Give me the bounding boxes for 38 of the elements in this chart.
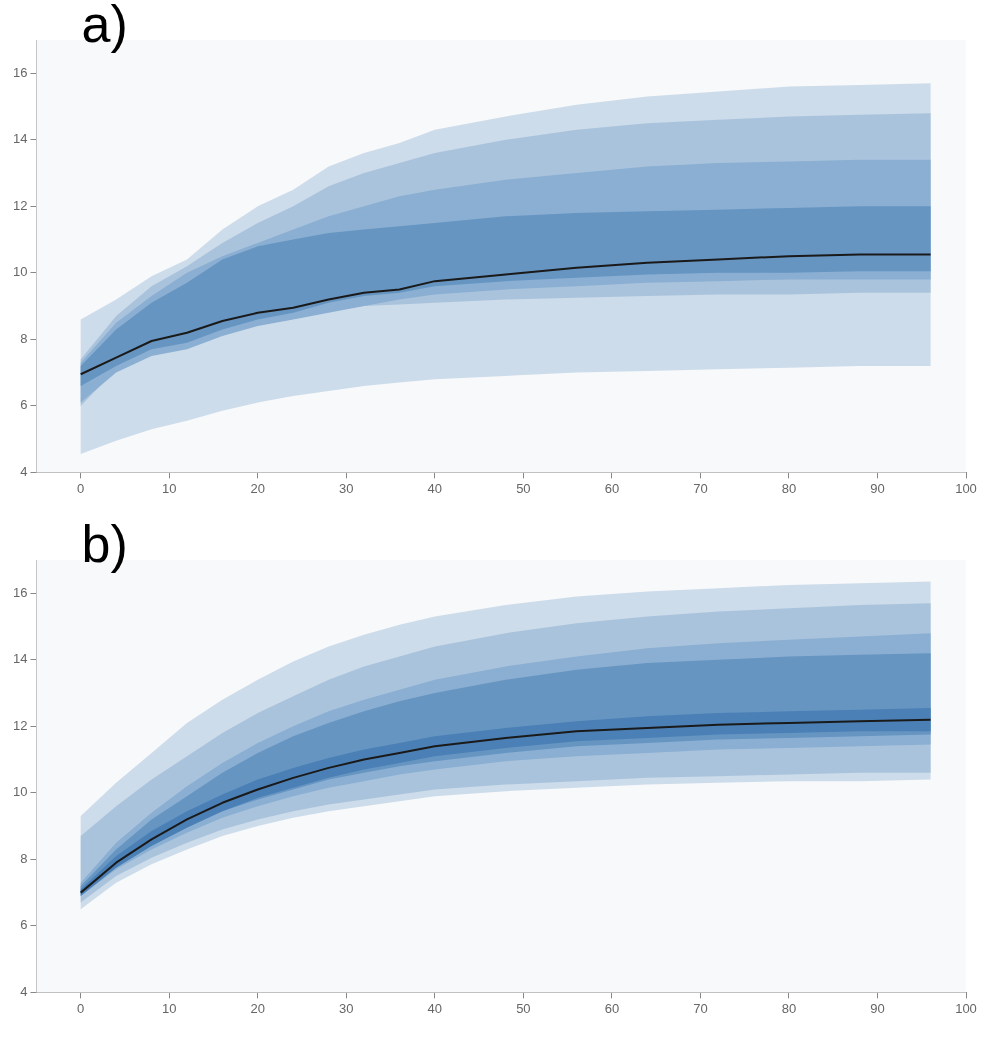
x-tick-label: 50 xyxy=(516,480,531,496)
x-tick-label: 80 xyxy=(781,1000,797,1016)
chart-title: b) xyxy=(81,515,128,574)
x-tick-label: 10 xyxy=(162,1000,177,1016)
y-tick-label: 16 xyxy=(12,64,28,80)
x-tick-label: 0 xyxy=(77,1000,85,1016)
x-tick-label: 60 xyxy=(604,1000,620,1016)
y-tick-label: 8 xyxy=(20,850,28,866)
y-tick-label: 12 xyxy=(12,717,28,733)
y-tick-label: 12 xyxy=(12,197,28,213)
x-tick-label: 80 xyxy=(781,480,797,496)
x-tick-label: 70 xyxy=(693,1000,708,1016)
y-tick-label: 4 xyxy=(20,983,28,999)
x-tick-label: 40 xyxy=(427,480,443,496)
x-tick-label: 0 xyxy=(77,480,85,496)
y-tick-label: 14 xyxy=(12,651,28,667)
x-tick-label: 10 xyxy=(162,480,177,496)
y-tick-label: 4 xyxy=(20,463,28,479)
x-tick-label: 20 xyxy=(250,480,266,496)
y-tick-label: 16 xyxy=(12,584,28,600)
y-tick-label: 10 xyxy=(12,264,28,280)
x-tick-label: 30 xyxy=(339,1000,354,1016)
x-tick-label: 40 xyxy=(427,1000,443,1016)
x-tick-label: 30 xyxy=(339,480,354,496)
x-tick-label: 20 xyxy=(250,1000,266,1016)
chart-title: a) xyxy=(81,0,128,54)
y-tick-label: 6 xyxy=(20,917,28,933)
y-tick-label: 8 xyxy=(20,330,28,346)
x-tick-label: 100 xyxy=(955,1000,977,1016)
x-tick-label: 60 xyxy=(604,480,620,496)
x-tick-label: 90 xyxy=(870,480,885,496)
x-tick-label: 50 xyxy=(516,1000,531,1016)
x-tick-label: 90 xyxy=(870,1000,885,1016)
y-tick-label: 14 xyxy=(12,131,28,147)
x-tick-label: 70 xyxy=(693,480,708,496)
y-tick-label: 6 xyxy=(20,397,28,413)
y-tick-label: 10 xyxy=(12,784,28,800)
x-tick-label: 100 xyxy=(955,480,977,496)
